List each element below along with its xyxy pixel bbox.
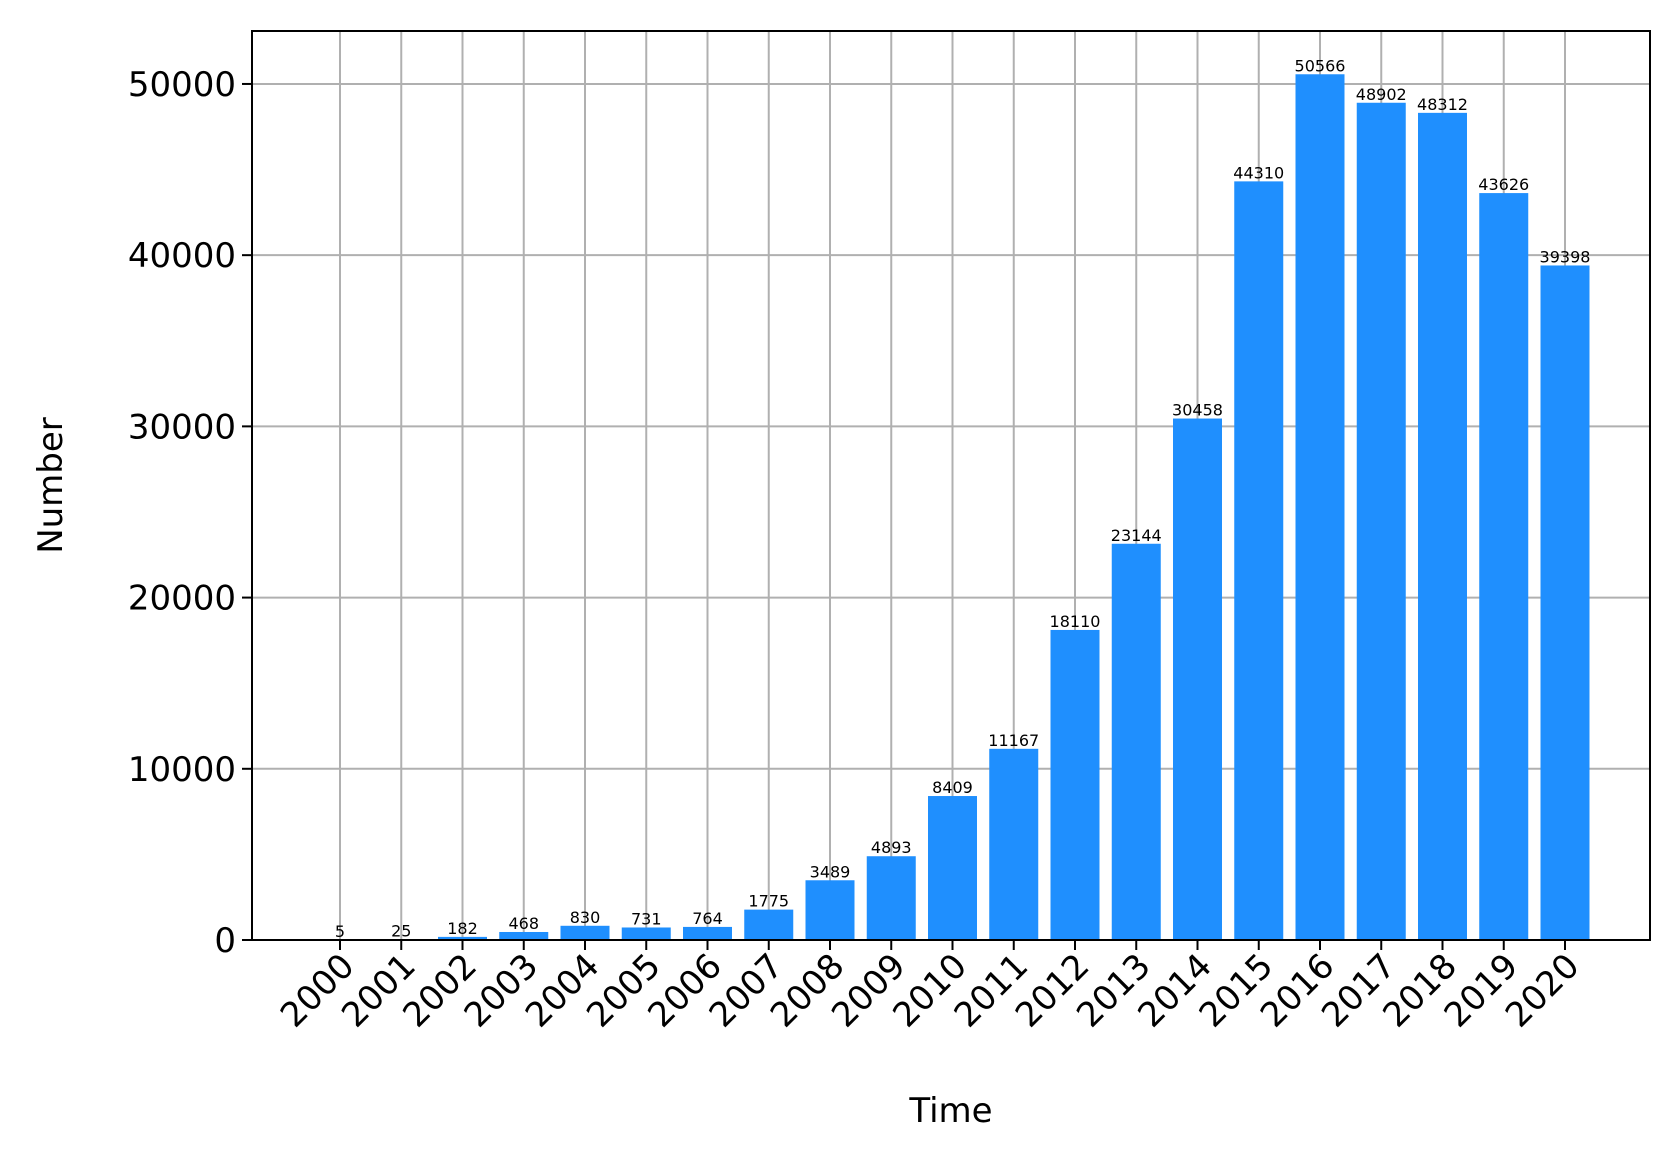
data-label: 25	[391, 922, 411, 941]
bar	[1051, 630, 1100, 940]
data-label: 1775	[748, 892, 789, 911]
data-label: 18110	[1050, 612, 1101, 631]
data-label: 43626	[1478, 175, 1529, 194]
data-label: 30458	[1172, 401, 1223, 420]
bar	[928, 796, 977, 940]
y-tick-label: 10000	[128, 750, 236, 790]
data-label: 8409	[932, 778, 973, 797]
y-tick-label: 30000	[128, 407, 236, 447]
bar	[1173, 419, 1222, 940]
bar	[989, 749, 1038, 940]
data-label: 468	[508, 914, 539, 933]
data-label: 731	[631, 909, 662, 928]
bar	[867, 856, 916, 940]
bar	[806, 880, 855, 940]
y-tick-label: 0	[214, 921, 236, 961]
y-axis-label: Number	[31, 417, 71, 554]
bar	[1112, 544, 1161, 940]
data-label: 50566	[1295, 56, 1346, 75]
bar	[499, 932, 548, 940]
bar	[1541, 265, 1590, 940]
bar	[1234, 181, 1283, 940]
data-label: 4893	[871, 838, 912, 857]
bar	[1479, 193, 1528, 940]
bar	[744, 910, 793, 940]
bar	[1296, 74, 1345, 940]
bar	[622, 927, 671, 940]
y-tick-label: 20000	[128, 579, 236, 619]
x-tick-label: 2020	[1498, 946, 1587, 1035]
data-label: 48902	[1356, 85, 1407, 104]
data-label: 48312	[1417, 95, 1468, 114]
data-label: 3489	[810, 862, 851, 881]
data-label: 830	[570, 908, 601, 927]
bar	[1357, 103, 1406, 940]
y-tick-label: 50000	[128, 65, 236, 105]
y-tick-label: 40000	[128, 236, 236, 276]
data-label: 44310	[1233, 163, 1284, 182]
bar	[1418, 113, 1467, 940]
data-label: 182	[447, 919, 478, 938]
data-label: 764	[692, 909, 723, 928]
x-axis-label: Time	[908, 1091, 992, 1131]
data-label: 11167	[988, 731, 1039, 750]
bar	[683, 927, 732, 940]
bar	[561, 926, 610, 940]
data-label: 39398	[1540, 247, 1591, 266]
data-label: 23144	[1111, 526, 1162, 545]
data-label: 5	[335, 922, 345, 941]
